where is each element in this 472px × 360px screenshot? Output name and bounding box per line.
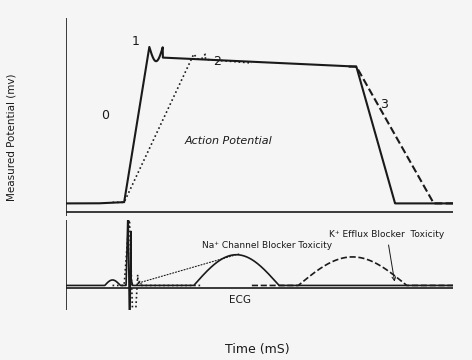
Text: 3: 3 <box>379 98 388 111</box>
Text: ECG: ECG <box>229 295 251 305</box>
Text: Measured Potential (mv): Measured Potential (mv) <box>7 73 17 201</box>
Text: K⁺ Efflux Blocker  Toxicity: K⁺ Efflux Blocker Toxicity <box>329 230 445 280</box>
Text: 0: 0 <box>101 109 109 122</box>
Text: 1: 1 <box>132 35 140 48</box>
Text: Na⁺ Channel Blocker Toxicity: Na⁺ Channel Blocker Toxicity <box>138 242 332 284</box>
Text: 2: 2 <box>213 55 221 68</box>
Text: Time (mS): Time (mS) <box>225 343 289 356</box>
Text: Action Potential: Action Potential <box>185 136 272 146</box>
